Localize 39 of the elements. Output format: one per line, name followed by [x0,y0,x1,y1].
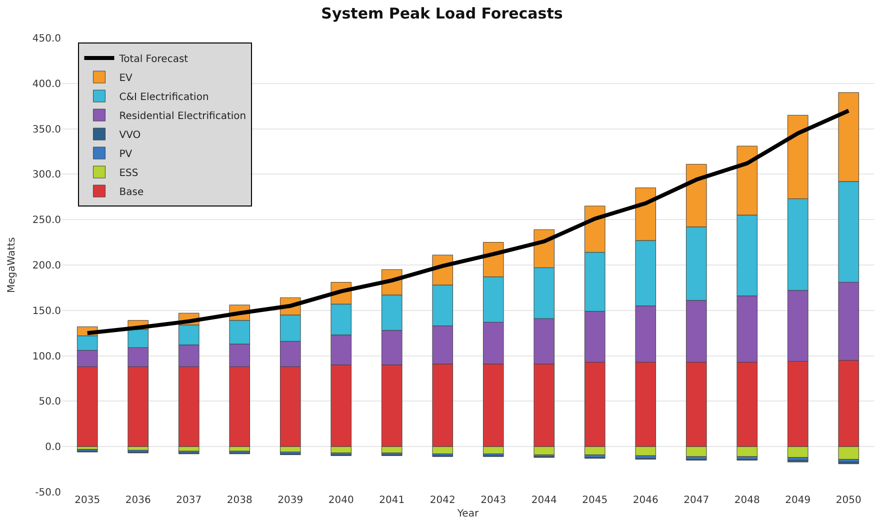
y-tick-label: 350.0 [32,124,61,136]
y-tick-label: 150.0 [32,306,61,317]
y-tick-label: 250.0 [32,215,61,226]
y-tick-label: 50.0 [38,396,61,408]
legend-label: VVO [119,130,141,141]
x-axis-title: Year [456,508,480,520]
x-tick-label: 2044 [531,495,557,506]
x-tick-label: 2042 [430,495,456,506]
y-tick-label: 300.0 [32,170,61,181]
legend-label: PV [119,148,132,160]
x-tick-label: 2045 [582,495,608,506]
legend-label: C&I Electrification [119,92,209,103]
legend-label: Total Forecast [118,54,188,65]
x-tick-label: 2037 [176,495,202,506]
x-tick-label: 2046 [632,495,658,506]
line-series [85,108,851,336]
x-tick-label: 2043 [480,495,506,506]
x-tick-label: 2041 [379,495,405,506]
y-tick-label: 450.0 [32,34,61,44]
y-axis-title: MegaWatts [6,237,18,293]
y-tick-label: -50.0 [35,488,61,498]
y-tick-label: 200.0 [32,260,61,272]
x-tick-label: 2048 [734,495,760,506]
y-tick-label: 100.0 [32,351,61,362]
x-tick-label: 2039 [278,495,304,506]
x-tick-label: 2049 [785,495,811,506]
x-tick-label: 2050 [836,495,862,506]
x-tick-label: 2040 [328,495,354,506]
y-tick-label: 400.0 [32,78,61,90]
x-tick-label: 2036 [125,495,151,506]
legend-label: Residential Electrification [119,110,246,122]
legend-label: EV [119,72,133,84]
legend-label: Base [119,186,144,198]
x-tick-label: 2035 [74,495,100,506]
y-tick-label: 0.0 [45,442,61,454]
chart-title: System Peak Load Forecasts [321,4,563,22]
x-tick-label: 2047 [684,495,710,506]
legend-label: ESS [119,168,138,179]
x-tick-label: 2038 [226,495,252,506]
